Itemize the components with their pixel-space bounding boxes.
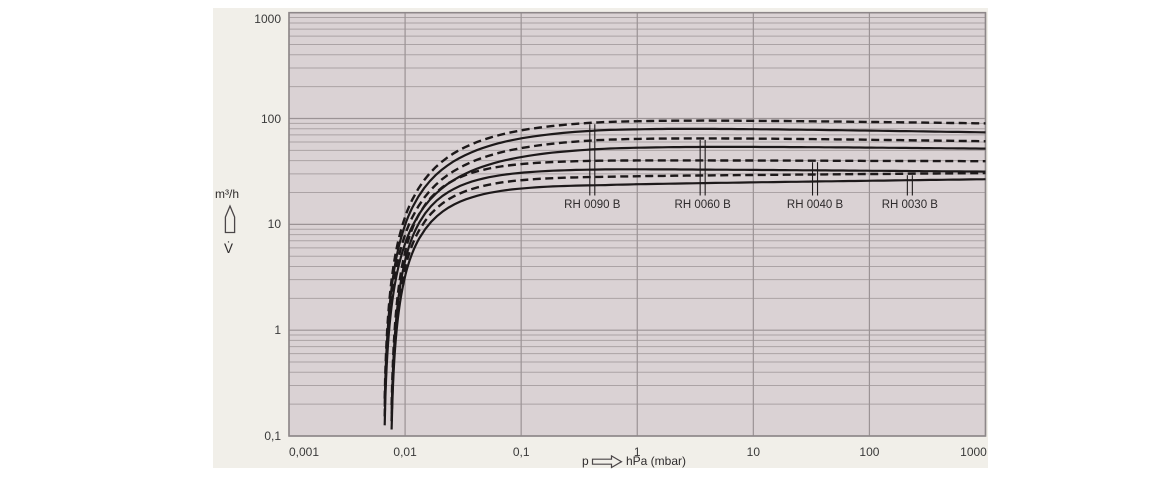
curve-label-rh-0060-b: RH 0060 B — [674, 199, 731, 211]
pump-curve-rh-0090-b-dashed- — [383, 119, 986, 399]
pump-curves — [383, 119, 986, 430]
pump-curve-rh-0060-b-dashed- — [383, 137, 986, 417]
up-arrow-icon — [224, 204, 236, 234]
curve-label-rh-0030-b: RH 0030 B — [881, 199, 938, 211]
y-tick-label: 10 — [267, 217, 281, 232]
x-tick-label: 1 — [633, 445, 641, 459]
x-tick-label: 0,1 — [512, 445, 530, 459]
curve-label-rh-0090-b: RH 0090 B — [564, 199, 621, 211]
y-axis-quantity-symbol: V̇ — [224, 241, 234, 256]
y-tick-label: 1000 — [254, 12, 281, 26]
x-tick-label: 100 — [859, 445, 880, 459]
x-tick-label: 10 — [746, 445, 761, 459]
pump-curve-rh-0090-b-solid- — [383, 127, 986, 407]
right-arrow-icon — [591, 454, 623, 469]
x-tick-label: 1000 — [960, 445, 987, 459]
x-axis-unit-label: hPa (mbar) — [626, 454, 687, 468]
y-tick-label: 100 — [260, 111, 281, 126]
y-tick-label: 0,1 — [264, 429, 281, 443]
pump-curve-rh-0040-b-dashed- — [390, 159, 986, 406]
pump-curve-rh-0060-b-solid- — [383, 145, 986, 426]
pump-curve-rh-0030-b-dashed- — [390, 171, 986, 422]
x-axis-quantity-label: p — [582, 454, 589, 468]
curve-label-rh-0040-b: RH 0040 B — [786, 199, 844, 211]
y-axis-unit-label: m³/h — [215, 187, 239, 201]
curve-label-leader-lines — [589, 124, 913, 196]
x-tick-label: 0,01 — [393, 445, 417, 459]
pump-curve-rh-0030-b-solid- — [390, 178, 986, 430]
plot-border — [288, 11, 987, 437]
y-tick-label: 1 — [274, 323, 281, 338]
x-tick-label: 0,001 — [288, 445, 320, 459]
pump-curve-rh-0040-b-solid- — [390, 168, 986, 414]
